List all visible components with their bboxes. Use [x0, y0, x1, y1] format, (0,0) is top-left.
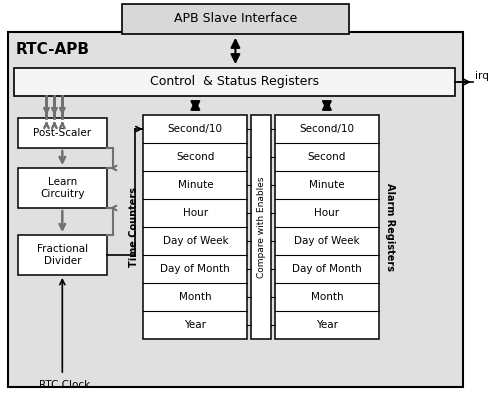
Text: Learn
Circuitry: Learn Circuitry	[40, 177, 84, 199]
Bar	[251, 115, 271, 339]
Text: Day of Week: Day of Week	[294, 236, 360, 246]
Text: Month: Month	[311, 292, 343, 302]
Text: Day of Week: Day of Week	[163, 236, 228, 246]
Bar	[18, 168, 107, 208]
Text: Day of Month: Day of Month	[161, 264, 230, 274]
Text: Control  & Status Registers: Control & Status Registers	[150, 76, 319, 88]
Text: RTC Clock: RTC Clock	[39, 380, 90, 390]
Text: Second: Second	[176, 152, 215, 162]
Bar	[18, 235, 107, 275]
Text: Fractional
Divider: Fractional Divider	[37, 244, 88, 266]
Text: Hour: Hour	[183, 208, 208, 218]
Text: Post-Scaler: Post-Scaler	[33, 128, 91, 138]
Text: Second/10: Second/10	[168, 124, 223, 134]
Text: Day of Month: Day of Month	[292, 264, 362, 274]
Bar	[275, 115, 379, 339]
Text: APB Slave Interface: APB Slave Interface	[174, 12, 297, 26]
Text: Year: Year	[316, 320, 338, 330]
Text: Time Counters: Time Counters	[129, 187, 138, 267]
Text: Minute: Minute	[309, 180, 345, 190]
Bar	[14, 68, 455, 96]
Bar	[8, 32, 463, 387]
Text: Compare with Enables: Compare with Enables	[257, 176, 266, 278]
Text: Minute: Minute	[178, 180, 213, 190]
Bar	[122, 4, 349, 34]
Text: Second/10: Second/10	[300, 124, 355, 134]
Text: Second: Second	[308, 152, 346, 162]
Text: Month: Month	[179, 292, 212, 302]
Text: irq: irq	[475, 71, 489, 81]
Text: Hour: Hour	[314, 208, 339, 218]
Text: Year: Year	[184, 320, 206, 330]
Bar	[143, 115, 247, 339]
Text: RTC-APB: RTC-APB	[16, 42, 90, 58]
Bar	[18, 118, 107, 148]
Text: Alarm Registers: Alarm Registers	[385, 183, 395, 271]
